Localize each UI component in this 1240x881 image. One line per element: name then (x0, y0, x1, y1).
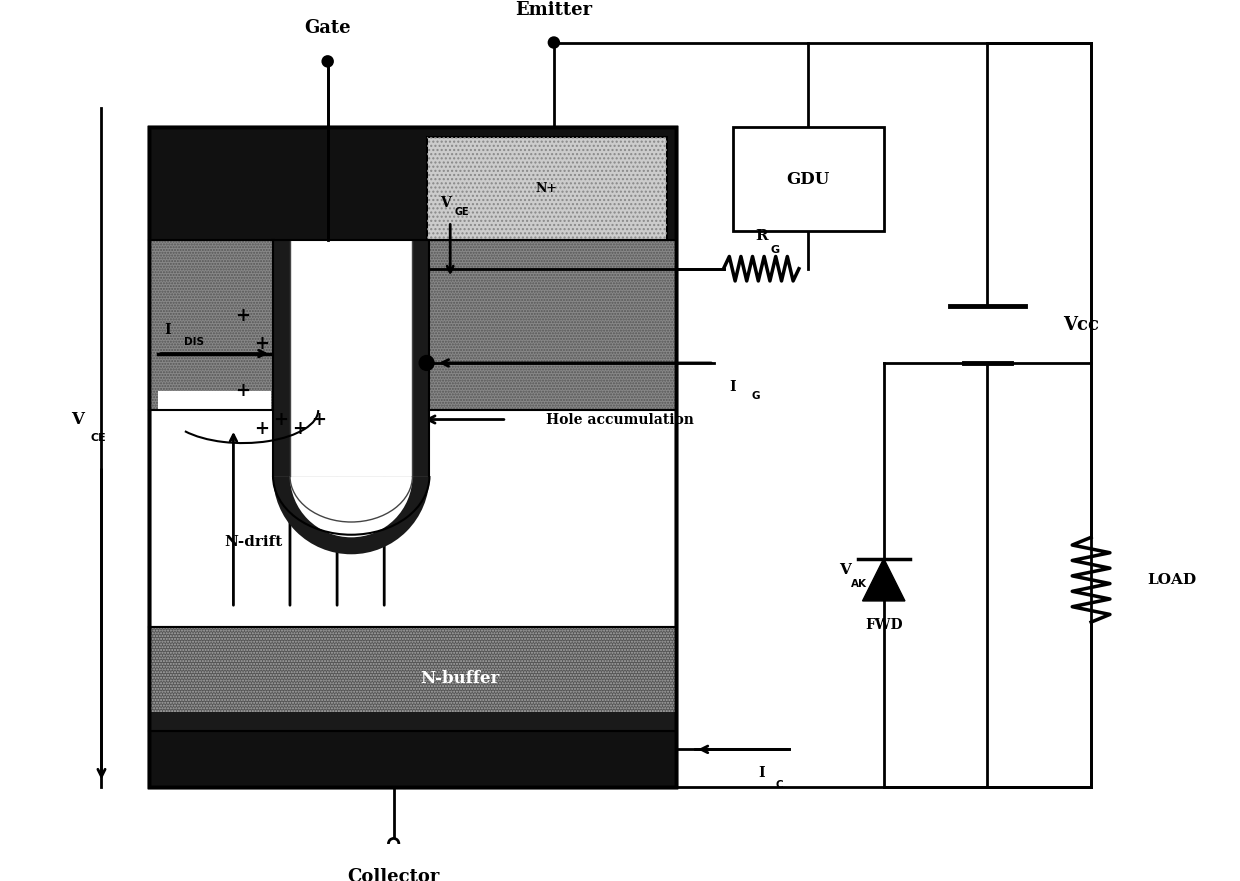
Text: C: C (775, 781, 782, 790)
Text: R: R (755, 229, 768, 243)
Text: +: + (254, 335, 269, 353)
Bar (427, 241, 676, 410)
Bar (290, 241, 413, 476)
Bar (149, 730, 676, 787)
Circle shape (388, 839, 399, 848)
Text: GDU: GDU (786, 171, 830, 188)
Text: V: V (72, 411, 84, 428)
Text: Emitter: Emitter (516, 1, 593, 19)
Circle shape (548, 37, 559, 48)
Text: +: + (273, 411, 288, 428)
Text: V: V (839, 563, 851, 577)
Text: Vcc: Vcc (1063, 316, 1099, 334)
Text: +: + (254, 420, 269, 438)
Text: G: G (751, 391, 760, 401)
Text: LOAD: LOAD (1148, 573, 1197, 587)
Text: Hole accumulation: Hole accumulation (546, 412, 694, 426)
Text: Gate: Gate (304, 19, 351, 37)
Polygon shape (863, 559, 905, 601)
Text: AK: AK (851, 580, 867, 589)
Wedge shape (273, 476, 429, 554)
Bar (427, 137, 667, 241)
Text: V: V (440, 196, 451, 210)
Bar (427, 241, 676, 410)
Text: I: I (729, 380, 737, 394)
Bar (149, 128, 676, 787)
Text: Collector: Collector (347, 868, 440, 881)
Text: I: I (758, 766, 765, 780)
Bar (413, 241, 429, 476)
Text: FWD: FWD (866, 618, 903, 632)
Text: +: + (291, 420, 306, 438)
Circle shape (322, 56, 332, 67)
Bar (149, 627, 676, 712)
Text: +: + (236, 382, 250, 400)
Text: +: + (311, 411, 326, 428)
Bar (149, 627, 676, 712)
Text: I: I (164, 323, 171, 337)
Bar (427, 137, 667, 241)
Bar (149, 241, 275, 410)
Text: DIS: DIS (185, 337, 205, 347)
Bar (733, 128, 884, 231)
Bar (149, 627, 676, 730)
Bar (149, 128, 676, 787)
Bar (149, 241, 275, 410)
Text: G: G (770, 245, 780, 255)
Circle shape (419, 356, 434, 370)
Bar (157, 391, 272, 429)
Wedge shape (290, 476, 413, 537)
Bar (149, 128, 676, 787)
Text: N+: N+ (536, 182, 558, 195)
Text: N-buffer: N-buffer (420, 670, 500, 687)
Text: CE: CE (91, 433, 105, 443)
Bar (149, 128, 676, 241)
Text: GE: GE (455, 207, 470, 217)
Text: N-drift: N-drift (224, 535, 283, 549)
Bar (273, 241, 290, 476)
Text: +: + (236, 307, 250, 325)
